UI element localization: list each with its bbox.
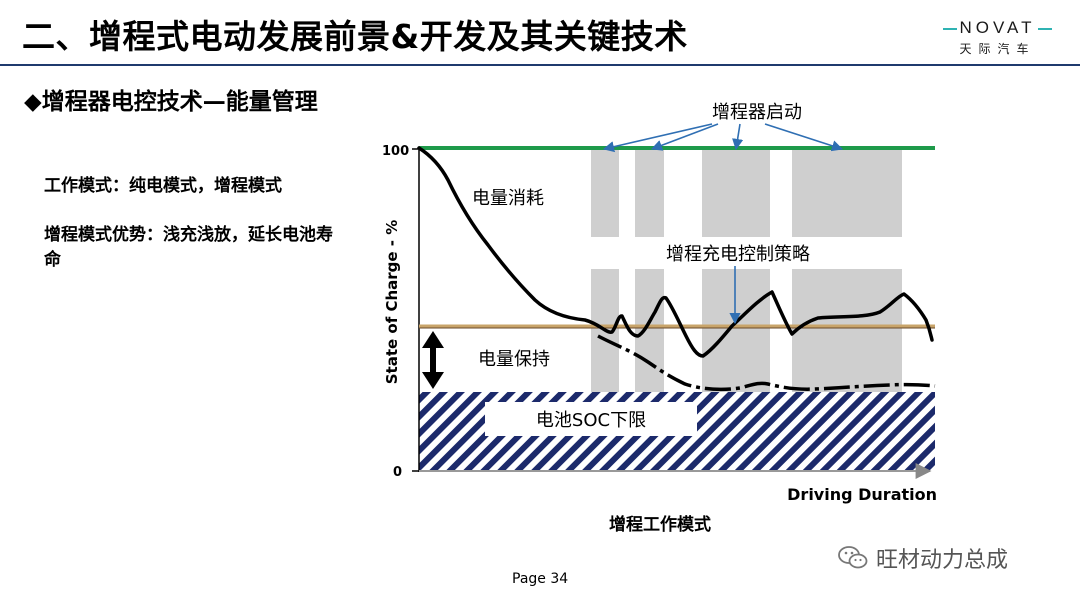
soc-lower-limit-label: 电池SOC下限 — [536, 410, 646, 431]
title-divider — [0, 64, 1080, 66]
soc-curve-no-extender — [597, 334, 936, 392]
y-tick-bottom-label: 0 — [393, 465, 402, 480]
band-3-upper — [702, 149, 770, 237]
section-subtitle: ◆增程器电控技术—能量管理 — [24, 89, 318, 115]
band-4-lower — [792, 269, 902, 392]
brand-logo: NOVAT 天际汽车 — [935, 18, 1060, 57]
sustain-label: 电量保持 — [478, 349, 550, 370]
band-3-lower — [702, 269, 770, 392]
logo-subtext: 天际汽车 — [959, 42, 1036, 56]
band-1-upper — [591, 149, 619, 237]
charge-strategy-label: 增程充电控制策略 — [666, 244, 810, 265]
band-4-upper — [792, 149, 902, 237]
extender-start-label: 增程器启动 — [712, 102, 802, 123]
logo-text: NOVAT — [959, 18, 1036, 37]
watermark-text: 旺材动力总成 — [876, 548, 1009, 573]
band-2-lower — [635, 269, 664, 392]
diagram-caption: 增程工作模式 — [609, 514, 711, 535]
work-mode-text: 工作模式：纯电模式，增程模式 — [44, 176, 282, 196]
soc-curve — [417, 146, 934, 358]
extender-start-arrows — [602, 123, 844, 153]
depletion-label: 电量消耗 — [472, 188, 544, 209]
page-number: Page 34 — [512, 571, 569, 587]
x-axis-label: Driving Duration — [787, 485, 937, 504]
wechat-icon — [838, 546, 868, 569]
y-axis-label: State of Charge - % — [383, 220, 401, 385]
y-tick-top-label: 100 — [382, 144, 409, 159]
band-2-upper — [635, 149, 664, 237]
sustain-double-arrow — [422, 331, 444, 389]
soc-lower-label-box — [485, 402, 697, 436]
page-title: 二、增程式电动发展前景&开发及其关键技术 — [22, 17, 688, 56]
advantage-text: 增程模式优势：浅充浅放，延长电池寿命 — [44, 225, 333, 270]
watermark: 旺材动力总成 — [838, 542, 1008, 574]
